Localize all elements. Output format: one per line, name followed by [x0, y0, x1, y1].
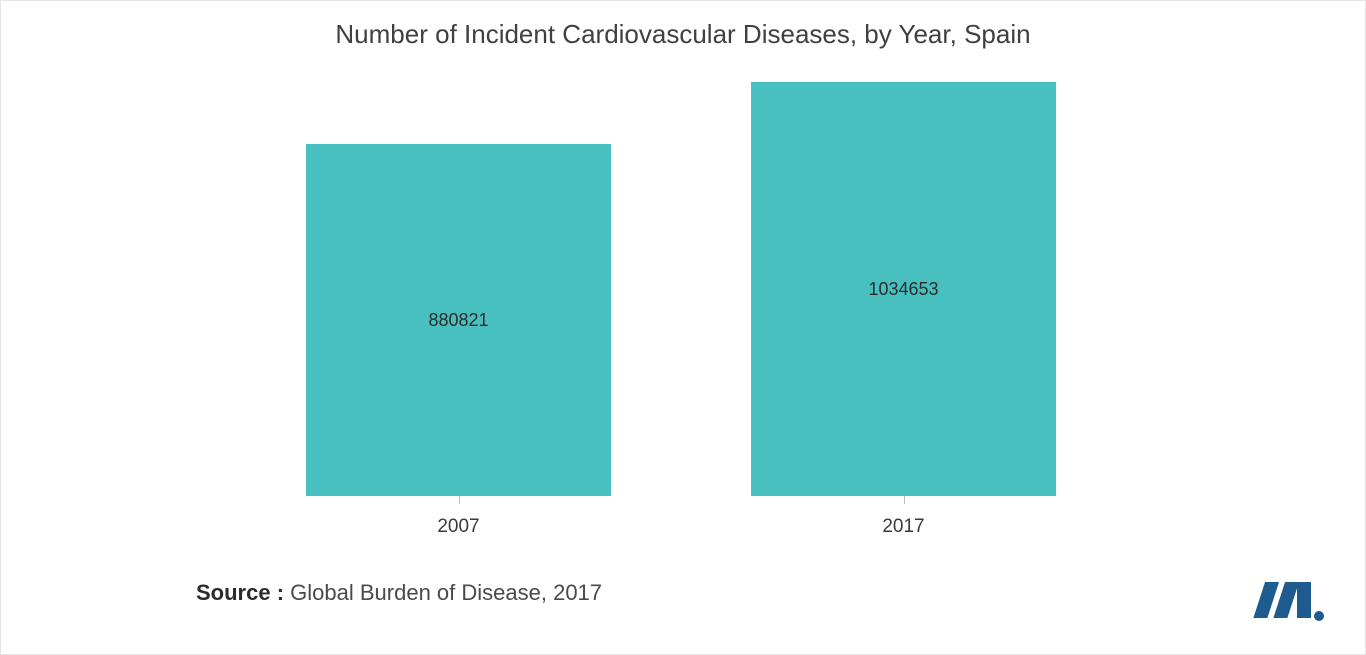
source-text: Global Burden of Disease, 2017	[290, 580, 602, 605]
source-prefix: Source :	[196, 580, 284, 605]
x-axis-label: 2007	[437, 516, 479, 538]
chart-title: Number of Incident Cardiovascular Diseas…	[1, 1, 1365, 50]
source-line: Source : Global Burden of Disease, 2017	[196, 580, 602, 606]
bar-value-label: 1034653	[751, 279, 1056, 300]
x-axis-label: 2017	[882, 516, 924, 538]
bar-value-label: 880821	[306, 310, 611, 331]
chart-plot-area: 880821200710346532017	[171, 56, 1191, 496]
brand-logo	[1245, 576, 1325, 624]
x-tick	[459, 496, 460, 504]
bar-2007: 880821	[306, 144, 611, 496]
bar-2017: 1034653	[751, 82, 1056, 496]
x-tick	[904, 496, 905, 504]
